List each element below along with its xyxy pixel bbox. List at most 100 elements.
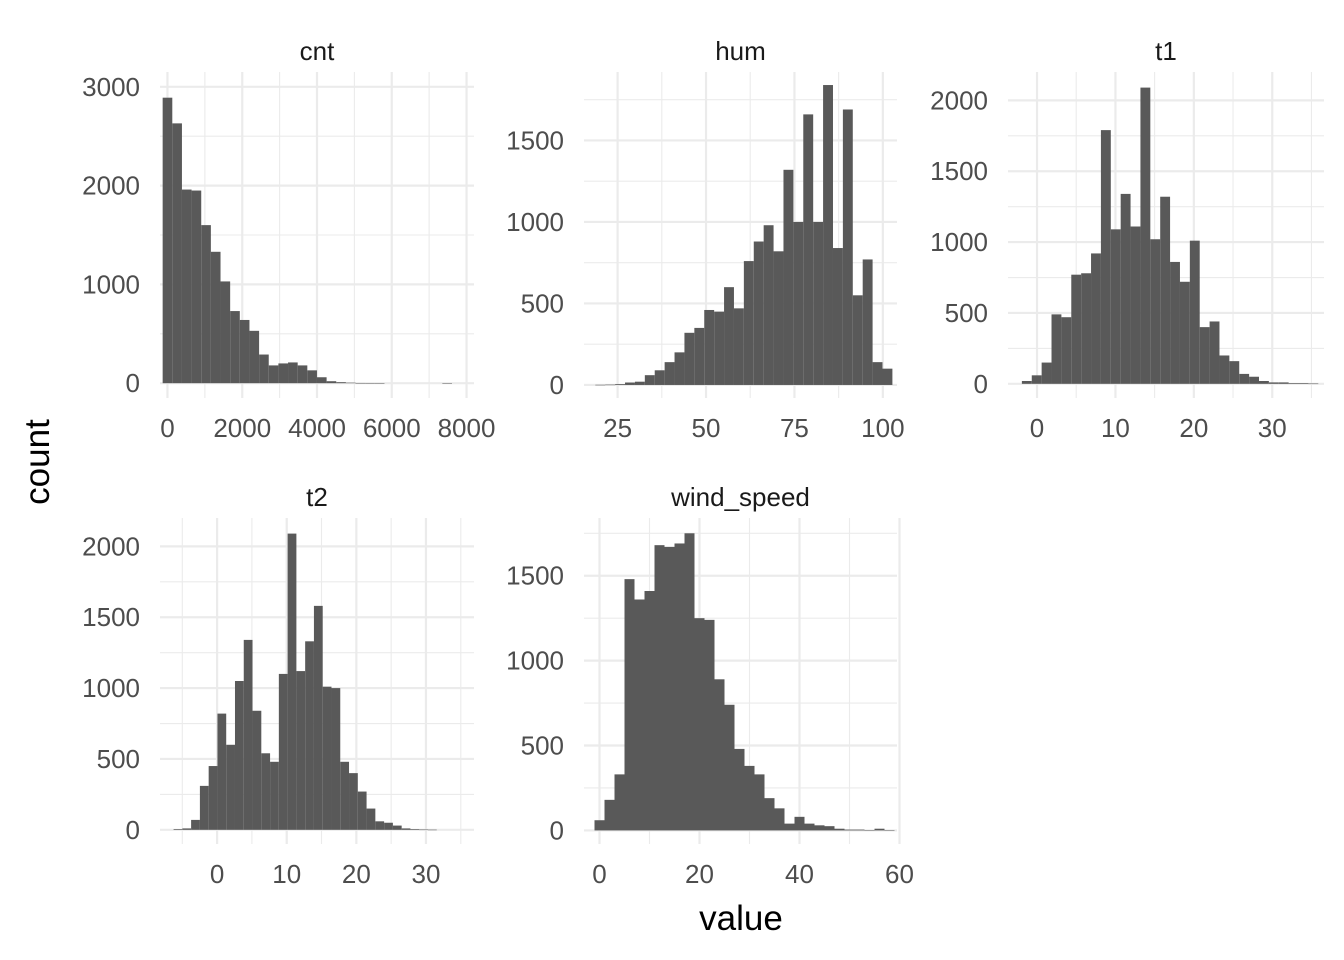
histogram-bar <box>624 579 635 831</box>
histogram-bar <box>261 753 271 830</box>
histogram-bar <box>173 829 183 830</box>
histogram-bar <box>1051 314 1062 384</box>
y-tick-label: 1000 <box>82 269 140 299</box>
facet-strip-label: t2 <box>306 482 328 512</box>
y-tick-label: 2000 <box>82 531 140 561</box>
facet-panel-t1: 0 10 20 30 0 500 1000 1500 2000 t1 <box>930 36 1324 443</box>
histogram-bar <box>803 114 814 385</box>
histogram-bar <box>226 744 235 830</box>
histogram-bar <box>1298 383 1309 384</box>
histogram-bar <box>239 319 250 384</box>
histogram-bar <box>1258 380 1269 384</box>
histogram-bar <box>854 829 865 831</box>
histogram-bar <box>844 829 855 831</box>
histogram-bar <box>704 619 715 831</box>
histogram-bar <box>614 774 625 831</box>
histogram-bar <box>1189 240 1200 384</box>
histogram-bar <box>674 352 685 385</box>
histogram-bar <box>331 688 341 830</box>
histogram-bar <box>217 713 227 830</box>
histogram-bar <box>773 251 784 385</box>
histogram-bar <box>1199 327 1210 384</box>
histogram-bar <box>874 828 885 831</box>
histogram-bar <box>733 308 744 385</box>
histogram-bar <box>288 362 298 384</box>
histogram-bar <box>784 823 795 831</box>
histogram-bar <box>419 829 428 831</box>
histogram-bar <box>644 591 655 831</box>
histogram-bar <box>1100 130 1111 384</box>
histogram-bar <box>783 169 794 385</box>
y-tick-label: 1000 <box>506 207 564 237</box>
x-tick-label: 25 <box>603 413 632 443</box>
histogram-bar <box>834 828 845 831</box>
histogram-bar <box>684 533 695 831</box>
histogram-bar <box>664 362 675 385</box>
histogram-bar <box>287 533 297 830</box>
x-tick-label: 4000 <box>288 413 346 443</box>
histogram-bar <box>754 774 765 831</box>
x-tick-label: 30 <box>1258 413 1287 443</box>
histogram-bar <box>594 820 605 831</box>
histogram-bar <box>694 618 705 831</box>
histogram-bar <box>654 545 665 831</box>
histogram-bar <box>349 773 358 830</box>
x-tick-label: 0 <box>210 859 224 889</box>
histogram-bar <box>181 189 192 384</box>
histogram-bar <box>605 384 616 386</box>
histogram-bar <box>1308 383 1319 385</box>
y-tick-label: 3000 <box>82 72 140 102</box>
y-tick-label: 0 <box>974 369 988 399</box>
histogram-bar <box>375 821 385 830</box>
y-tick-label: 1500 <box>930 156 988 186</box>
y-tick-label: 1500 <box>506 125 564 155</box>
histogram-bar <box>427 829 437 831</box>
histogram-bar <box>270 761 279 830</box>
histogram-bar <box>824 826 835 831</box>
facet-panel-cnt: 0 2000 4000 6000 8000 0 1000 2000 3000 cnt <box>82 36 495 443</box>
histogram-bar <box>1071 274 1082 384</box>
histogram-bar <box>1170 261 1180 384</box>
x-tick-label: 75 <box>780 413 809 443</box>
x-tick-label: 2000 <box>213 413 271 443</box>
histogram-bar <box>322 686 332 830</box>
histogram-bar <box>1160 196 1171 384</box>
histogram-bar <box>374 383 385 384</box>
histogram-bar <box>1268 382 1279 384</box>
histogram-bar <box>162 97 173 384</box>
histogram-bar <box>625 382 635 385</box>
histogram-bar <box>753 241 764 385</box>
histogram-bar <box>734 748 745 831</box>
histogram-bar <box>1278 382 1289 384</box>
facet-panel-t2: 0 10 20 30 0 500 1000 1500 2000 t2 <box>82 482 474 889</box>
histogram-bar <box>199 785 209 830</box>
y-tick-label: 500 <box>97 744 140 774</box>
histogram-bar <box>326 381 337 384</box>
histogram-bar <box>1031 375 1042 384</box>
histogram-bar <box>615 384 626 385</box>
x-axis-title: value <box>699 899 783 938</box>
x-tick-label: 60 <box>885 859 914 889</box>
histogram-bar <box>1041 362 1052 384</box>
histogram-bar <box>1209 321 1220 384</box>
histogram-bar <box>1081 273 1092 384</box>
histogram-bar <box>1130 226 1141 384</box>
histogram-bar <box>724 704 735 831</box>
facet-strip-label: cnt <box>300 36 335 66</box>
histogram-bar <box>664 546 675 831</box>
y-tick-label: 0 <box>126 815 140 845</box>
histogram-bar <box>743 261 754 385</box>
y-tick-label: 1000 <box>82 673 140 703</box>
histogram-bar <box>634 381 645 385</box>
histogram-bar <box>832 248 843 385</box>
histogram-bar <box>644 375 655 385</box>
x-tick-label: 50 <box>692 413 721 443</box>
histogram-bar <box>252 710 262 830</box>
histogram-bar <box>208 766 218 830</box>
histogram-bar <box>1288 383 1299 384</box>
histogram-bar <box>842 109 853 385</box>
histogram-bar <box>1140 87 1151 384</box>
y-tick-label: 1000 <box>506 646 564 676</box>
